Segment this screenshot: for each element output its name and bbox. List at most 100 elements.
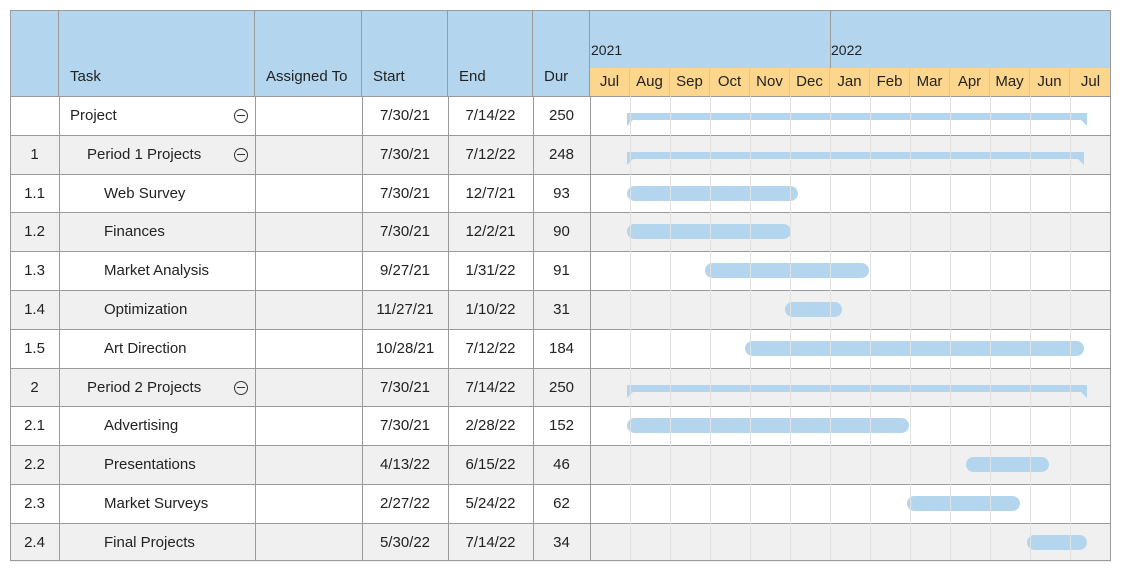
task-name[interactable]: Finances	[104, 223, 165, 241]
month-label: Apr	[950, 68, 990, 96]
task-id	[10, 97, 59, 135]
header-start[interactable]: Start	[362, 10, 448, 96]
task-start: 10/28/21	[375, 339, 435, 357]
task-id: 1	[30, 145, 39, 163]
task-id: 1.2	[24, 223, 45, 241]
column-divider	[59, 96, 60, 561]
task-assigned	[255, 524, 362, 562]
summary-bar[interactable]	[627, 151, 1085, 165]
task-id: 2.2	[24, 456, 45, 474]
month-label: Jan	[830, 68, 870, 96]
task-name[interactable]: Period 1 Projects	[87, 145, 202, 163]
year-label: 2022	[831, 42, 863, 58]
task-assigned	[255, 369, 362, 407]
task-start: 7/30/21	[379, 378, 431, 396]
task-end: 12/2/21	[465, 223, 516, 241]
task-name[interactable]: Market Analysis	[104, 262, 210, 280]
month-label: Nov	[750, 68, 790, 96]
task-end: 7/14/22	[465, 533, 516, 551]
task-end: 2/28/22	[465, 417, 516, 435]
header-dur[interactable]: Dur	[533, 10, 590, 96]
table-row[interactable]: 1 Period 1 Projects 7/30/21 7/12/22 248	[10, 134, 1111, 174]
task-assigned	[255, 97, 362, 135]
task-assigned	[255, 252, 362, 290]
header-id-cell	[10, 10, 59, 96]
summary-bar[interactable]	[627, 113, 1088, 126]
header-task[interactable]: Task	[59, 10, 255, 96]
task-end: 7/14/22	[465, 107, 516, 124]
collapse-icon[interactable]	[234, 147, 248, 162]
task-end: 7/14/22	[465, 378, 516, 396]
task-id: 1.5	[24, 339, 45, 357]
task-id: 1.3	[24, 262, 45, 280]
summary-bar[interactable]	[627, 384, 1088, 398]
task-id: 2.1	[24, 417, 45, 435]
task-bar[interactable]	[627, 418, 909, 434]
task-name[interactable]: Optimization	[104, 301, 188, 318]
column-divider	[362, 96, 363, 561]
task-end: 6/15/22	[465, 456, 516, 474]
task-duration: 90	[553, 223, 570, 241]
table-row[interactable]: 1.1 Web Survey 7/30/21 12/7/21 93	[10, 173, 1111, 213]
month-gridline	[990, 96, 991, 561]
table-row[interactable]: 2.3 Market Surveys 2/27/22 5/24/22 62	[10, 484, 1111, 523]
task-name[interactable]: Period 2 Projects	[87, 378, 202, 396]
task-bar[interactable]	[966, 457, 1049, 473]
table-row[interactable]: Project 7/30/21 7/14/22 250	[10, 96, 1111, 135]
task-id: 2.4	[24, 533, 45, 551]
column-divider	[590, 96, 591, 561]
task-assigned	[255, 330, 362, 368]
task-assigned	[255, 407, 362, 445]
table-row[interactable]: 1.3 Market Analysis 9/27/21 1/31/22 91	[10, 251, 1111, 290]
table-row[interactable]: 2.4 Final Projects 5/30/22 7/14/22 34	[10, 522, 1111, 562]
task-name[interactable]: Advertising	[104, 417, 179, 435]
header-end-label: End	[459, 68, 486, 85]
month-label: Feb	[870, 68, 910, 96]
month-label: Jun	[1030, 68, 1070, 96]
task-duration: 31	[553, 301, 570, 318]
task-duration: 34	[553, 533, 570, 551]
month-label: Aug	[630, 68, 670, 96]
month-gridline	[630, 96, 631, 561]
task-start: 4/13/22	[379, 456, 431, 474]
month-label: Mar	[910, 68, 950, 96]
task-duration: 250	[548, 378, 575, 396]
task-end: 7/12/22	[465, 145, 516, 163]
task-duration: 250	[548, 107, 575, 124]
collapse-icon[interactable]	[234, 380, 248, 395]
task-assigned	[255, 291, 362, 329]
task-name[interactable]: Web Survey	[104, 184, 186, 202]
month-gridline	[910, 96, 911, 561]
task-name[interactable]: Presentations	[104, 456, 196, 474]
task-bar[interactable]	[704, 263, 869, 279]
task-bar[interactable]	[907, 496, 1020, 511]
table-row[interactable]: 1.2 Finances 7/30/21 12/2/21 90	[10, 212, 1111, 252]
header-task-label: Task	[70, 68, 101, 85]
month-gridline	[950, 96, 951, 561]
table-row[interactable]: 1.4 Optimization 11/27/21 1/10/22 31	[10, 290, 1111, 329]
collapse-icon[interactable]	[234, 109, 248, 123]
year-divider	[830, 10, 831, 68]
table-row[interactable]: 2.1 Advertising 7/30/21 2/28/22 152	[10, 406, 1111, 445]
task-bar[interactable]	[744, 340, 1085, 356]
task-name[interactable]: Final Projects	[104, 533, 195, 551]
month-label: Dec	[790, 68, 830, 96]
task-bar[interactable]	[784, 302, 842, 317]
header-assigned[interactable]: Assigned To	[255, 10, 362, 96]
task-name[interactable]: Project	[70, 107, 117, 124]
header-dur-label: Dur	[544, 68, 569, 85]
header-end[interactable]: End	[448, 10, 533, 96]
table-row[interactable]: 1.5 Art Direction 10/28/21 7/12/22 184	[10, 328, 1111, 368]
table-row[interactable]: 2.2 Presentations 4/13/22 6/15/22 46	[10, 445, 1111, 484]
table-row[interactable]: 2 Period 2 Projects 7/30/21 7/14/22 250	[10, 367, 1111, 407]
header-start-label: Start	[373, 68, 405, 85]
task-assigned	[255, 485, 362, 523]
task-name[interactable]: Market Surveys	[104, 495, 209, 512]
task-bar[interactable]	[627, 185, 798, 201]
task-duration: 184	[548, 339, 575, 357]
task-name[interactable]: Art Direction	[104, 339, 187, 357]
task-end: 7/12/22	[465, 339, 516, 357]
task-bar[interactable]	[1027, 534, 1087, 550]
task-start: 7/30/21	[379, 145, 431, 163]
column-divider	[448, 96, 449, 561]
